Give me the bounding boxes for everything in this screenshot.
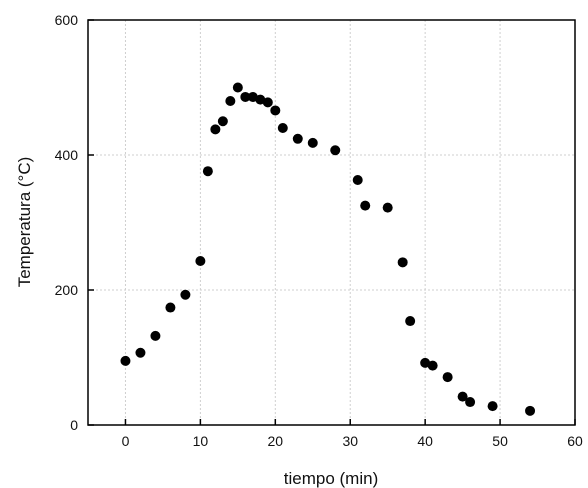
data-point [427,360,438,371]
y-axis-label: Temperatura (°C) [15,157,34,288]
data-point [150,330,161,341]
x-tick-label: 30 [342,433,358,449]
x-axis-label: tiempo (min) [284,469,378,488]
data-point [525,405,536,416]
data-point [442,372,453,383]
x-tick-label: 50 [492,433,508,449]
x-tick-label: 10 [193,433,209,449]
data-point [292,133,303,144]
data-point [180,289,191,300]
x-tick-label: 40 [417,433,433,449]
data-point [307,137,318,148]
data-point [120,355,131,366]
data-point [195,255,206,266]
data-point [232,82,243,93]
axis-ticks [88,19,576,426]
data-point [405,316,416,327]
x-tick-labels: 0 10 20 30 40 50 60 [122,433,583,449]
y-tick-label: 200 [55,282,79,298]
data-point [262,97,273,108]
data-point [270,105,281,116]
data-point [225,96,236,106]
data-point [217,116,228,127]
data-point [487,401,498,412]
data-point [165,302,176,313]
data-point [210,124,221,135]
data-point [397,257,408,268]
data-point [240,91,251,102]
x-tick-label: 60 [567,433,583,449]
y-tick-label: 400 [55,147,79,163]
data-point [202,166,213,177]
grid-lines [88,20,575,425]
data-point [330,145,341,156]
data-points [120,82,536,416]
data-point [277,123,288,133]
y-tick-labels: 0 200 400 600 [55,12,79,433]
data-point [360,200,371,211]
data-point [352,174,363,185]
data-point [135,347,146,358]
x-tick-label: 0 [122,433,130,449]
x-tick-label: 20 [268,433,284,449]
data-point [382,202,393,213]
y-tick-label: 600 [55,12,79,28]
data-point [465,397,476,408]
y-tick-label: 0 [70,417,78,433]
data-point [457,391,468,402]
plot-frame [87,19,576,426]
